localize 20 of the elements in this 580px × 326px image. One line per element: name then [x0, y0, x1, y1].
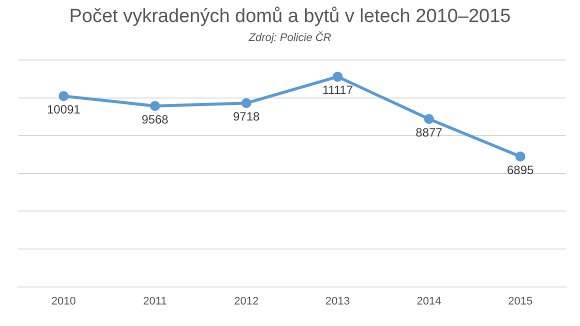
chart-title: Počet vykradených domů a bytů v letech 2010–2015 [68, 6, 512, 28]
data-label: 9718 [232, 109, 260, 124]
data-label: 11117 [322, 83, 354, 97]
point [332, 72, 343, 82]
x-tick-label: 2012 [234, 295, 259, 308]
x-tick-label: 2015 [508, 295, 533, 308]
data-label: 8877 [416, 125, 443, 140]
x-tick-label: 2010 [51, 295, 76, 308]
data-label: 9568 [142, 112, 169, 126]
point [515, 151, 526, 162]
x-tick-label: 2011 [143, 295, 167, 308]
point [58, 91, 69, 102]
point [150, 100, 160, 111]
point [241, 98, 252, 108]
chart-subtitle: Zdroj: Policie ČR [248, 32, 332, 44]
data-label: 10091 [46, 102, 81, 116]
data-label: 6895 [506, 162, 534, 177]
x-tick-label: 2014 [416, 295, 442, 308]
point [424, 114, 434, 124]
x-tick-label: 2013 [325, 295, 350, 308]
